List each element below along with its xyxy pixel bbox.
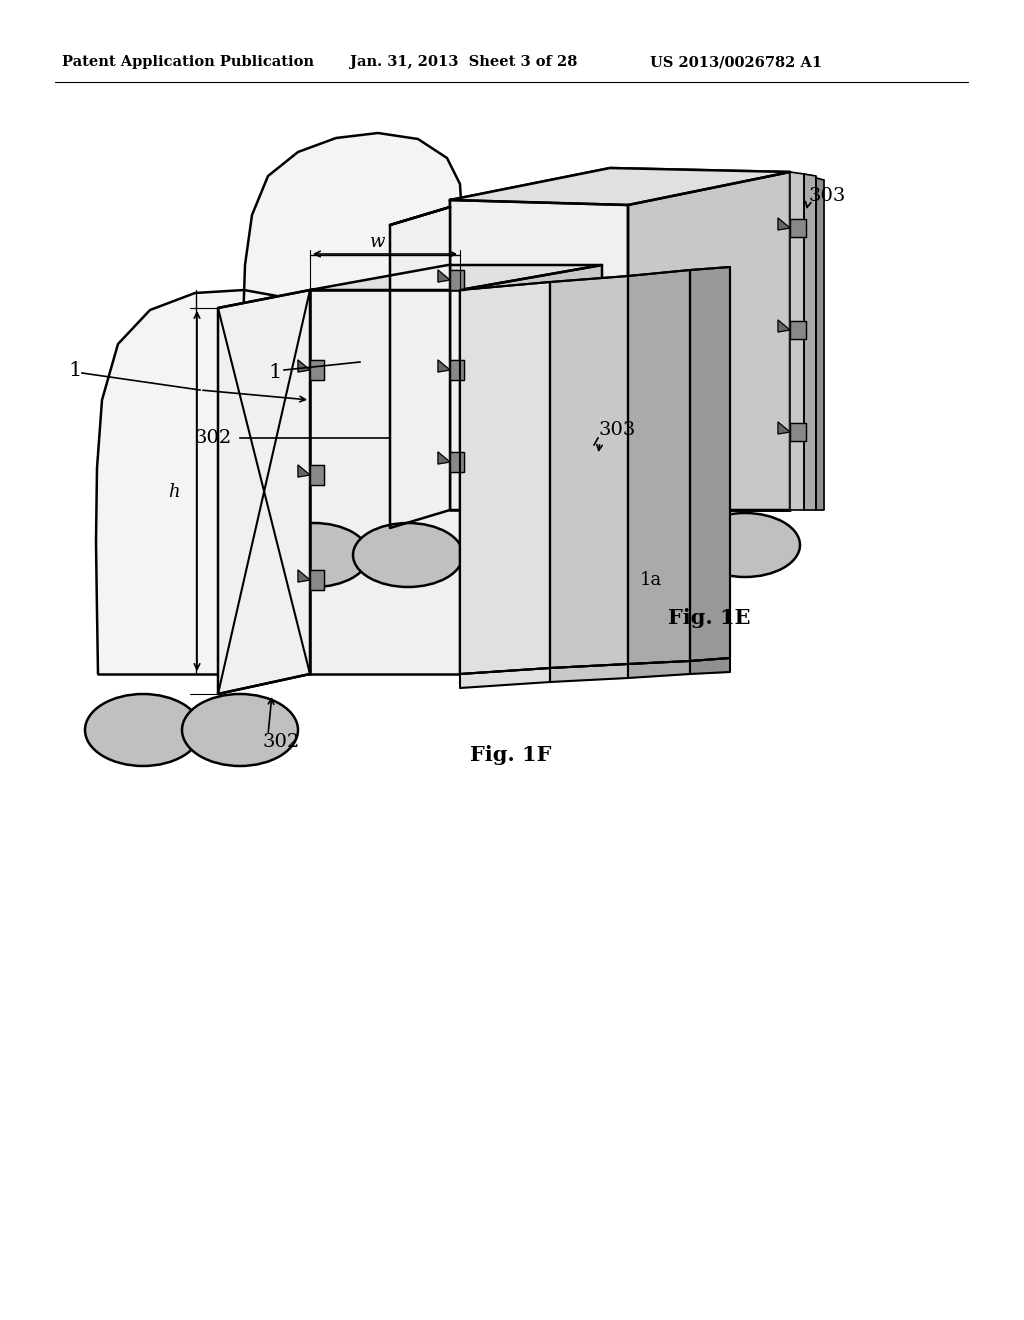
Polygon shape (310, 465, 324, 484)
Ellipse shape (182, 694, 298, 766)
Polygon shape (690, 657, 730, 675)
Text: h: h (168, 483, 179, 502)
Polygon shape (310, 265, 602, 290)
Text: w: w (370, 234, 385, 251)
Polygon shape (460, 282, 550, 675)
Polygon shape (450, 168, 790, 205)
Text: US 2013/0026782 A1: US 2013/0026782 A1 (650, 55, 822, 69)
Text: Patent Application Publication: Patent Application Publication (62, 55, 314, 69)
Polygon shape (310, 570, 324, 590)
Text: 303: 303 (808, 187, 846, 205)
Polygon shape (438, 360, 450, 372)
Polygon shape (790, 422, 806, 441)
Ellipse shape (598, 513, 708, 577)
Polygon shape (450, 451, 464, 473)
Polygon shape (628, 271, 690, 664)
Text: Jan. 31, 2013  Sheet 3 of 28: Jan. 31, 2013 Sheet 3 of 28 (350, 55, 578, 69)
Polygon shape (628, 271, 690, 664)
Polygon shape (628, 172, 790, 510)
Polygon shape (778, 218, 790, 230)
Polygon shape (628, 661, 690, 678)
Ellipse shape (259, 523, 369, 587)
Polygon shape (450, 271, 464, 290)
Ellipse shape (690, 513, 800, 577)
Polygon shape (804, 174, 816, 510)
Polygon shape (243, 133, 462, 500)
Polygon shape (450, 360, 464, 380)
Polygon shape (298, 465, 310, 477)
Polygon shape (460, 668, 550, 688)
Polygon shape (450, 201, 628, 510)
Text: 1: 1 (268, 363, 282, 381)
Polygon shape (790, 172, 804, 510)
Text: 303: 303 (598, 421, 635, 440)
Polygon shape (460, 265, 602, 675)
Polygon shape (778, 422, 790, 434)
Polygon shape (438, 451, 450, 465)
Text: 1: 1 (68, 360, 81, 380)
Text: Fig. 1F: Fig. 1F (470, 744, 551, 766)
Polygon shape (778, 319, 790, 333)
Polygon shape (550, 276, 628, 668)
Polygon shape (460, 282, 550, 675)
Text: Fig. 1E: Fig. 1E (668, 609, 751, 628)
Ellipse shape (85, 694, 201, 766)
Polygon shape (628, 172, 790, 510)
Polygon shape (310, 360, 324, 380)
Polygon shape (298, 360, 310, 372)
Polygon shape (438, 271, 450, 282)
Polygon shape (816, 178, 824, 510)
Text: 302: 302 (262, 733, 299, 751)
Polygon shape (790, 321, 806, 339)
Text: 302: 302 (194, 429, 231, 447)
Polygon shape (690, 267, 730, 661)
Text: 1a: 1a (640, 572, 663, 589)
Polygon shape (96, 290, 344, 675)
Polygon shape (298, 570, 310, 582)
Polygon shape (550, 664, 628, 682)
Polygon shape (390, 207, 450, 528)
Polygon shape (550, 276, 628, 668)
Polygon shape (218, 290, 310, 694)
Polygon shape (310, 290, 460, 675)
Polygon shape (450, 168, 790, 205)
Polygon shape (450, 201, 628, 510)
Ellipse shape (353, 523, 463, 587)
Polygon shape (790, 219, 806, 238)
Polygon shape (690, 267, 730, 661)
